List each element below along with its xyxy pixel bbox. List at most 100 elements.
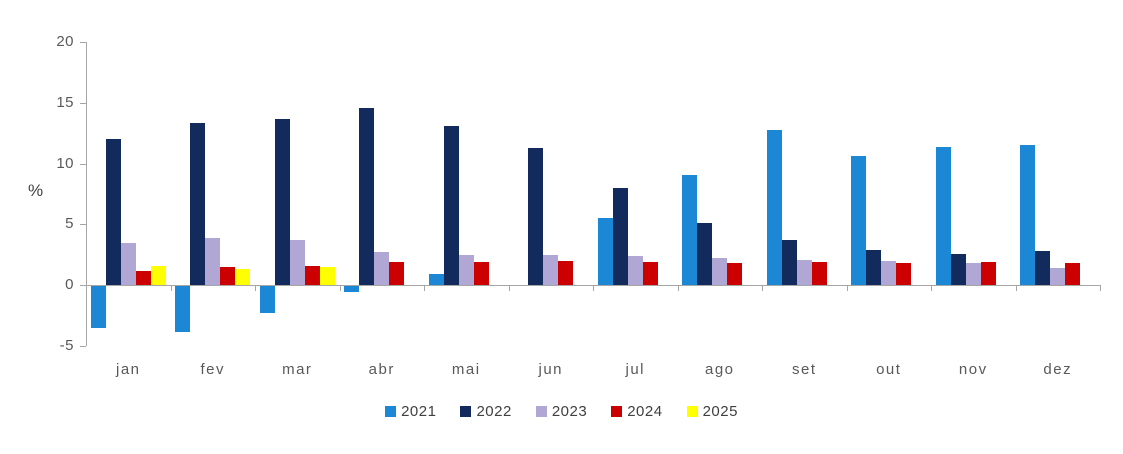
x-axis-tick (424, 285, 425, 292)
legend-label-2022: 2022 (476, 403, 512, 420)
bar-2024-jan (135, 270, 151, 286)
bar-2023-ago (712, 258, 728, 286)
bar-2023-jan (120, 242, 136, 286)
x-tick-label-jan: jan (115, 361, 141, 378)
bar-2021-set (766, 129, 782, 286)
legend: 2021 2022 2023 2024 2025 (0, 403, 1123, 420)
bar-2021-jul (597, 218, 613, 286)
x-axis-tick (255, 285, 256, 292)
x-tick-label-out: out (876, 361, 902, 378)
legend-item-2023: 2023 (535, 403, 588, 420)
x-axis-tick (1100, 285, 1101, 292)
y-axis-unit-label: % (28, 181, 44, 200)
y-axis-line (86, 42, 87, 346)
y-axis-tick (80, 102, 86, 104)
y-tick-label-5: 5 (65, 215, 74, 233)
bar-2023-mai (458, 254, 474, 286)
y-tick-label-20: 20 (56, 33, 74, 50)
legend-item-2022: 2022 (460, 403, 511, 420)
bar-2022-mar (274, 118, 290, 286)
x-axis-tick (339, 285, 341, 292)
x-axis-tick (593, 285, 594, 292)
bar-2022-mai (443, 125, 459, 286)
y-tick-label-15: 15 (56, 93, 74, 111)
x-tick-label-nov: nov (958, 361, 988, 378)
bar-2024-ago (727, 263, 743, 286)
x-axis-tick (762, 285, 763, 292)
bar-2023-out (881, 260, 897, 286)
x-axis-tick (846, 285, 848, 292)
bar-2025-jan (150, 265, 166, 286)
bar-2021-dez (1020, 145, 1036, 286)
legend-label-2024: 2024 (627, 403, 663, 420)
bar-2024-jun (558, 260, 574, 286)
bar-2023-set (796, 259, 812, 286)
bar-2023-jul (627, 256, 643, 286)
x-tick-label-jul: jul (625, 361, 646, 378)
bar-2022-set (781, 240, 797, 286)
bar-2021-ago (682, 174, 698, 286)
bar-2021-nov (935, 146, 951, 286)
y-axis-tick (80, 42, 86, 43)
bar-2021-out (851, 156, 867, 286)
bar-2022-dez (1035, 251, 1051, 286)
x-tick-label-abr: abr (368, 361, 395, 378)
bar-2025-mar (319, 266, 335, 286)
x-axis-tick (931, 285, 932, 292)
legend-swatch-2022 (460, 406, 472, 417)
legend-label-2025: 2025 (702, 403, 738, 420)
bar-2025-fev (235, 269, 251, 286)
bar-2022-abr (359, 107, 375, 286)
bar-2023-nov (965, 263, 981, 286)
bar-2024-set (811, 262, 827, 286)
bar-2022-jul (612, 187, 628, 286)
bar-2021-abr (344, 286, 360, 293)
x-tick-label-dez: dez (1043, 361, 1073, 378)
bar-2022-fev (190, 123, 206, 286)
bar-2021-jan (90, 286, 106, 328)
bar-2024-mai (473, 262, 489, 286)
bar-2022-out (866, 249, 882, 286)
legend-item-2024: 2024 (611, 403, 662, 420)
x-tick-label-ago: ago (704, 361, 735, 378)
bar-2024-abr (389, 262, 405, 286)
bar-2023-jun (543, 254, 559, 286)
x-tick-label-mar: mar (282, 361, 313, 378)
x-axis-tick (677, 285, 679, 292)
bar-2022-jun (528, 147, 544, 286)
y-axis-tick (80, 346, 86, 347)
legend-label-2021: 2021 (401, 403, 437, 420)
bar-2023-mar (289, 240, 305, 286)
bar-2022-ago (697, 223, 713, 286)
bar-2022-nov (950, 253, 966, 286)
bar-2024-fev (220, 266, 236, 286)
y-tick-label-10: 10 (56, 154, 74, 172)
x-axis-tick (86, 285, 87, 292)
legend-swatch-2023 (535, 406, 547, 417)
bar-2024-nov (980, 262, 996, 286)
bar-2024-dez (1065, 263, 1081, 286)
bar-2022-jan (105, 139, 121, 286)
y-tick-label-0: 0 (65, 276, 74, 294)
x-axis-tick (170, 285, 172, 292)
y-tick-label--5: -5 (59, 337, 74, 354)
y-axis-tick (80, 224, 86, 226)
bar-2024-jul (642, 262, 658, 286)
y-axis-tick (80, 285, 86, 287)
legend-swatch-2025 (686, 406, 698, 417)
bar-2024-out (896, 263, 912, 286)
legend-item-2025: 2025 (686, 403, 738, 420)
bar-2024-mar (304, 265, 320, 286)
bar-2021-mar (259, 286, 275, 313)
x-axis-tick (508, 285, 510, 292)
legend-swatch-2021 (385, 406, 397, 417)
legend-item-2021: 2021 (385, 403, 436, 420)
bar-2023-abr (374, 252, 390, 286)
bar-2023-dez (1050, 268, 1066, 286)
bar-2021-mai (428, 274, 444, 286)
legend-label-2023: 2023 (551, 403, 588, 420)
legend-swatch-2024 (611, 406, 623, 417)
x-tick-label-fev: fev (200, 361, 226, 378)
x-tick-label-set: set (791, 361, 817, 378)
